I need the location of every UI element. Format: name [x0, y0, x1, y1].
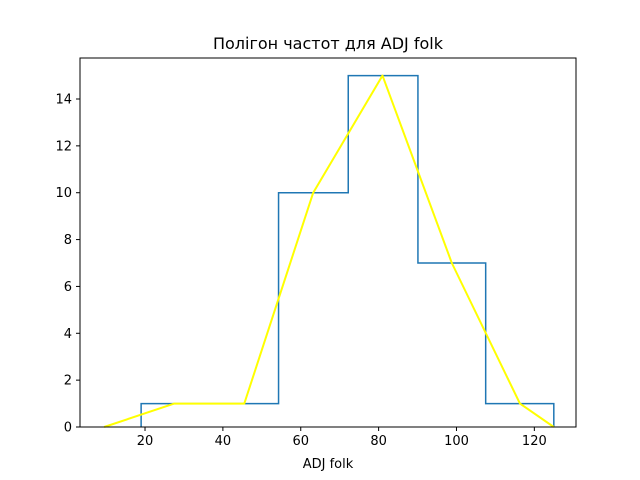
frequency-polygon-series — [103, 74, 555, 428]
chart-title: Полігон частот для ADJ folk — [213, 34, 444, 53]
x-tick-label: 80 — [370, 434, 387, 449]
y-tick-label: 12 — [55, 139, 72, 154]
y-tick-label: 2 — [64, 374, 72, 389]
x-tick-label: 20 — [137, 434, 154, 449]
y-tick-label: 8 — [64, 233, 72, 248]
x-tick-label: 120 — [522, 434, 547, 449]
x-tick-label: 100 — [444, 434, 469, 449]
x-tick-label: 40 — [215, 434, 232, 449]
y-tick-label: 14 — [55, 93, 72, 108]
y-tick-label: 6 — [64, 280, 72, 295]
y-tick-label: 10 — [55, 186, 72, 201]
x-axis-label: ADJ folk — [303, 457, 354, 472]
x-tick-label: 60 — [292, 434, 309, 449]
y-tick-label: 4 — [64, 327, 72, 342]
plot-frame — [79, 57, 577, 428]
axes: 20 40 60 80 100 120 0 2 4 6 8 10 12 14 — [55, 57, 577, 449]
y-tick-label: 0 — [64, 421, 72, 436]
frequency-polygon-line — [103, 74, 555, 428]
